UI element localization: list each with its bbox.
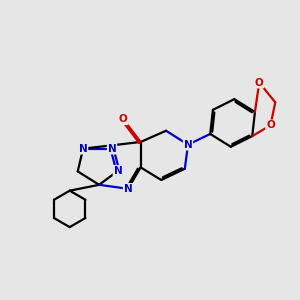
Text: O: O [255,77,264,88]
Text: O: O [119,114,128,124]
Text: N: N [108,144,116,154]
Text: O: O [266,120,275,130]
Text: N: N [124,184,132,194]
Text: N: N [184,140,192,150]
Text: N: N [79,144,88,154]
Text: N: N [113,166,122,176]
